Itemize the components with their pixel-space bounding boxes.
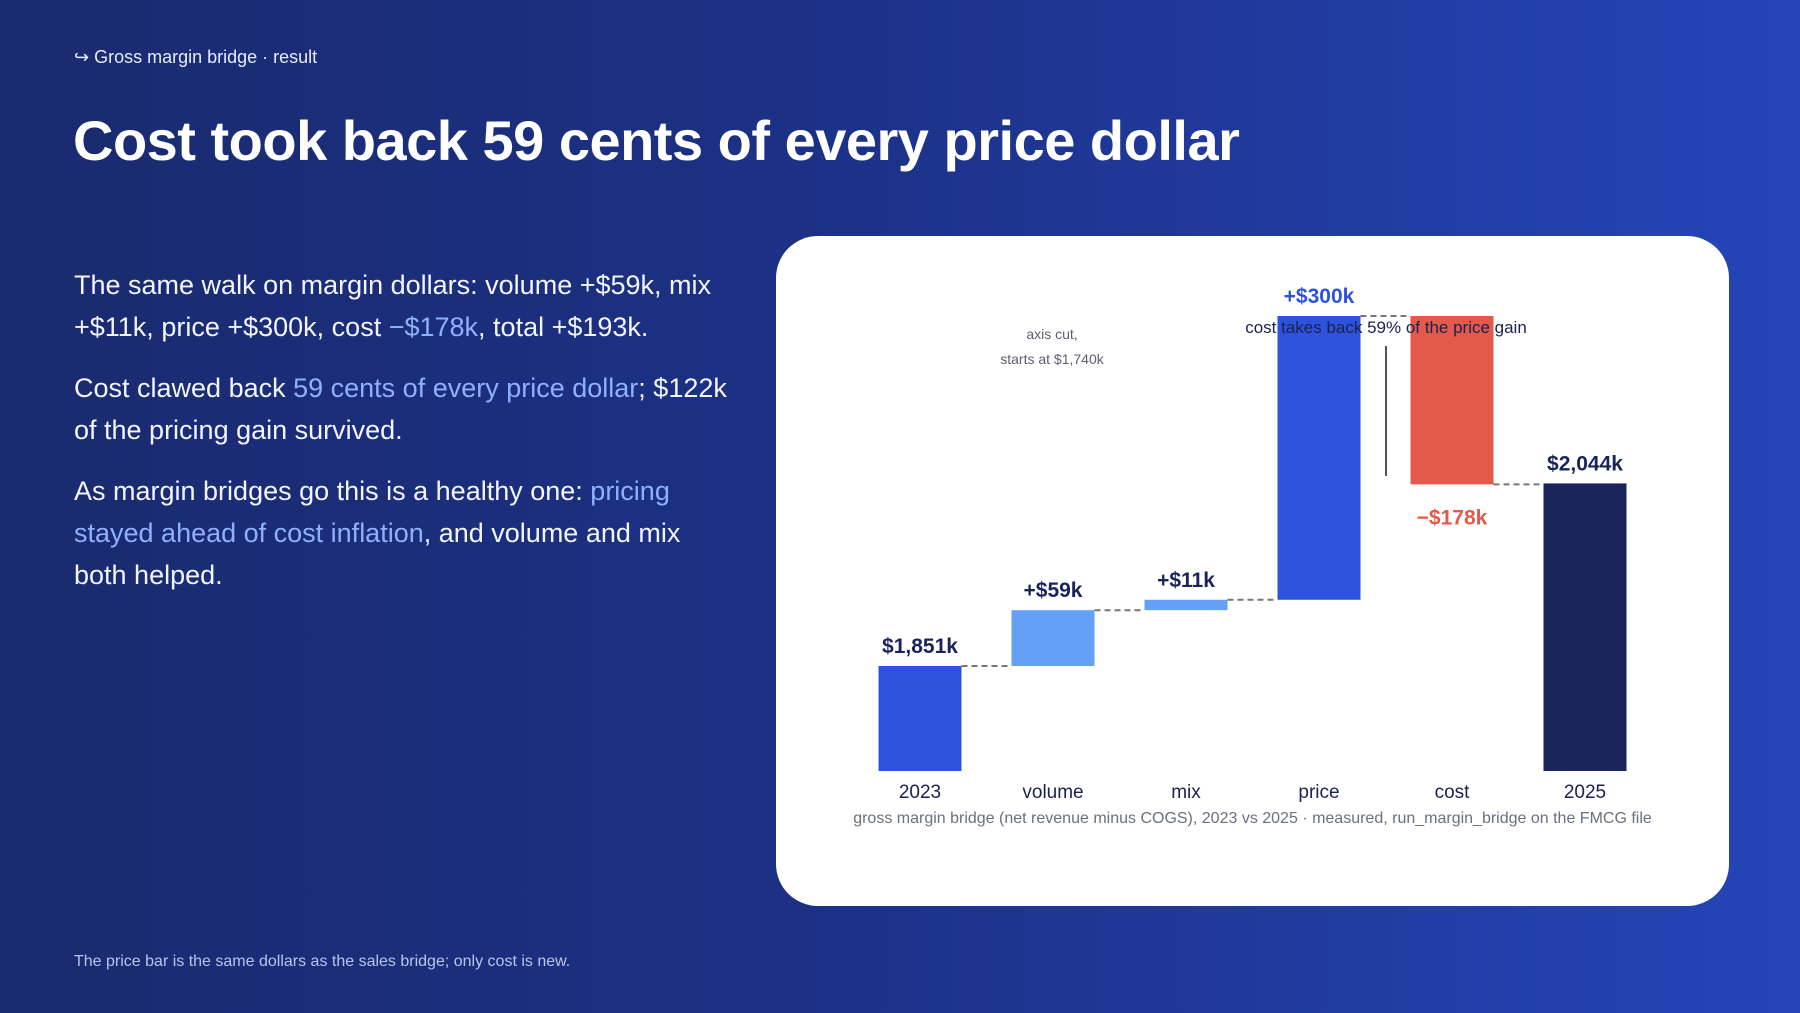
tick-label-2025: 2025 [1564, 782, 1606, 803]
paragraph-2-tail: ; $122k of the pricing gain survived. [74, 373, 727, 445]
paragraph-1-highlight: −$178k [388, 312, 479, 342]
page-title: Cost took back 59 cents of every price d… [73, 109, 1240, 172]
bar-cost [1410, 316, 1494, 485]
paragraph-1: The same walk on margin dollars: volume … [74, 264, 734, 348]
bar-2023 [878, 666, 962, 771]
data-label-mix: +$11k [1157, 569, 1215, 592]
waterfall-chart: $1,851k 2023 +$59k volume +$11k mix +$300k pric… [878, 285, 1627, 803]
narrative: The same walk on margin dollars: volume … [74, 264, 734, 615]
chart-caption: gross margin bridge (net revenue minus C… [853, 810, 1652, 827]
paragraph-3-text: As margin bridges go this is a healthy o… [74, 476, 591, 506]
paragraph-2-text: Cost clawed back [74, 373, 294, 403]
data-label-price: +$300k [1284, 285, 1355, 308]
axis-cut-note-line-1: axis cut, [1026, 326, 1077, 342]
axis-cut-note-line-2: starts at $1,740k [1000, 351, 1105, 367]
kicker: ↪ Gross margin bridge · result [74, 47, 318, 67]
bar-2025 [1543, 483, 1627, 771]
annotation-text: cost takes back 59% of the price gain [1245, 318, 1527, 337]
data-label-volume: +$59k [1024, 579, 1083, 602]
tick-label-volume: volume [1022, 782, 1083, 803]
tick-label-mix: mix [1171, 782, 1201, 803]
paragraph-2: Cost clawed back 59 cents of every price… [74, 367, 734, 451]
paragraph-3-tail: , and volume and mix both helped. [74, 518, 681, 590]
paragraph-3: As margin bridges go this is a healthy o… [74, 470, 734, 596]
data-label-2023: $1,851k [882, 635, 958, 658]
data-label-cost: −$178k [1417, 506, 1488, 529]
bar-price [1277, 316, 1361, 600]
paragraph-1-text: The same walk on margin dollars: volume … [74, 270, 712, 342]
data-label-2025: $2,044k [1547, 452, 1623, 475]
footnote: The price bar is the same dollars as the… [74, 953, 571, 970]
paragraph-1-tail: , total +$193k. [478, 312, 649, 342]
tick-label-cost: cost [1435, 782, 1471, 803]
bar-mix [1144, 599, 1228, 611]
tick-label-price: price [1298, 782, 1339, 803]
paragraph-2-highlight: 59 cents of every price dollar [293, 373, 639, 403]
paragraph-3-highlight: pricing stayed ahead of cost inflation [74, 476, 670, 548]
bar-volume [1011, 610, 1095, 666]
chart-card: $1,851k 2023 +$59k volume +$11k mix +$300k pric… [776, 236, 1729, 906]
tick-label-2023: 2023 [899, 782, 941, 803]
